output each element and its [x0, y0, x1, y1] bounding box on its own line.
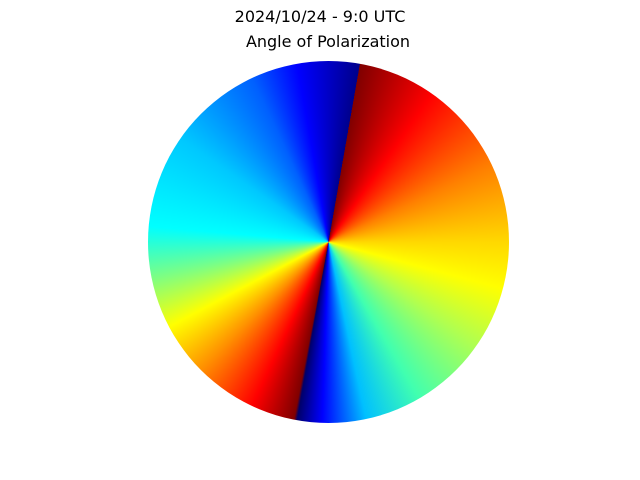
- chart-title: 2024/10/24 - 9:0 UTC: [234, 7, 406, 26]
- chart-subtitle: Angle of Polarization: [245, 32, 411, 51]
- polarization-disc: [148, 61, 509, 423]
